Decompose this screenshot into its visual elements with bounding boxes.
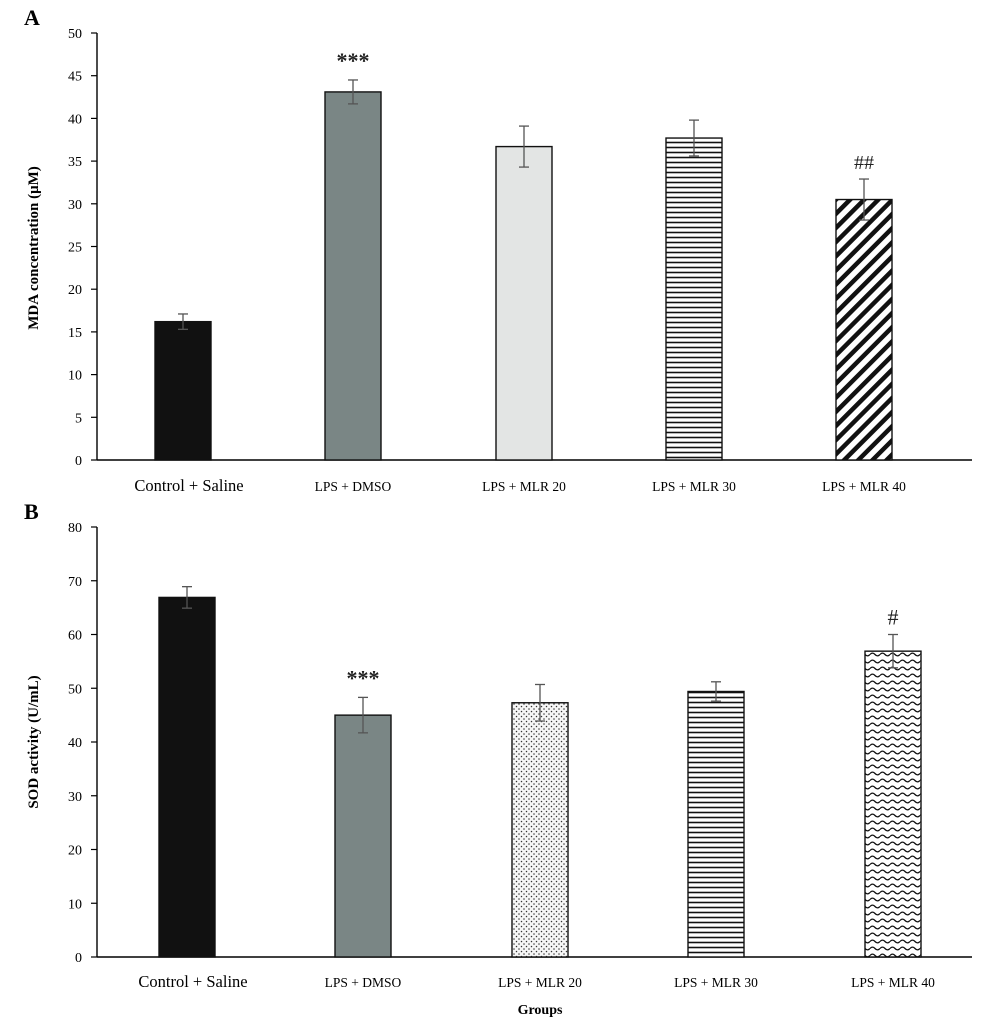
panel-a-y-tick-label: 50 xyxy=(68,27,82,42)
panel-a-y-axis-label: MDA concentration (μM) xyxy=(26,166,42,329)
panel-a-y-tick-label: 35 xyxy=(68,155,82,170)
panel-b-significance-label: *** xyxy=(347,665,380,690)
panel-a-error-bar xyxy=(178,313,188,330)
panel-a-category-label: LPS + DMSO xyxy=(315,479,392,494)
panel-a-category-label: LPS + MLR 30 xyxy=(652,479,736,494)
panel-b-bar xyxy=(687,690,745,958)
panel-b-y-tick-label: 50 xyxy=(68,682,82,697)
panel-a-y-tick-label: 45 xyxy=(68,70,82,85)
panel-a-error-bar xyxy=(519,125,529,168)
panel-b-error-bar xyxy=(182,586,192,609)
panel-b-error-bar xyxy=(535,683,545,722)
panel-a-category-label: LPS + MLR 20 xyxy=(482,479,566,494)
panel-b-plot: 0 10 20 30 40 50 60 70 80 Control + Saline *** LPS … xyxy=(68,521,972,991)
panel-a-category-label: LPS + MLR 40 xyxy=(822,479,906,494)
panel-b-y-tick-label: 60 xyxy=(68,629,82,644)
panel-b-category-label: LPS + MLR 40 xyxy=(851,975,935,990)
panel-b-category-label: LPS + MLR 20 xyxy=(498,975,582,990)
panel-a-y-tick-label: 25 xyxy=(68,241,82,256)
panel-b-significance-label: # xyxy=(888,605,899,630)
panel-a-y-tick-label: 5 xyxy=(75,411,82,426)
panel-a-y-tick-label: 30 xyxy=(68,198,82,213)
panel-b: B SOD activity (U/mL) 0 10 20 30 40 50 60 70 80 C… xyxy=(24,499,972,1018)
panel-b-bar xyxy=(158,596,216,958)
panel-a-bar xyxy=(154,320,212,461)
panel-a: A MDA concentration (μM) 0 5 10 15 20 25 30 35 4… xyxy=(24,5,972,495)
panel-a-plot: 0 5 10 15 20 25 30 35 40 45 50 Control + Saline *** L… xyxy=(68,27,972,495)
panel-b-x-axis-label: Groups xyxy=(518,1003,563,1018)
panel-a-bar xyxy=(835,198,893,461)
panel-a-error-bar xyxy=(689,119,699,157)
panel-a-y-tick-label: 20 xyxy=(68,283,82,298)
panel-a-error-bar xyxy=(859,178,869,221)
panel-b-y-tick-label: 30 xyxy=(68,790,82,805)
panel-b-y-tick-label: 10 xyxy=(68,897,82,912)
panel-a-significance-label: *** xyxy=(337,48,370,73)
panel-b-error-bar xyxy=(888,633,898,669)
panel-b-y-tick-label: 0 xyxy=(75,951,82,966)
panel-b-y-axis-label: SOD activity (U/mL) xyxy=(26,675,42,808)
panel-a-significance-label: ## xyxy=(854,152,874,174)
panel-b-letter: B xyxy=(24,499,39,524)
panel-b-category-label: LPS + DMSO xyxy=(325,975,402,990)
panel-b-y-tick-label: 20 xyxy=(68,844,82,859)
panel-b-bar xyxy=(864,650,922,958)
panel-b-category-label: LPS + MLR 30 xyxy=(674,975,758,990)
panel-b-error-bar xyxy=(711,681,721,702)
panel-a-error-bar xyxy=(348,79,358,105)
panel-b-y-tick-label: 70 xyxy=(68,575,82,590)
panel-b-y-tick-label: 40 xyxy=(68,736,82,751)
panel-a-y-tick-label: 15 xyxy=(68,326,82,341)
panel-a-y-tick-label: 40 xyxy=(68,112,82,127)
panel-a-letter: A xyxy=(24,5,40,30)
panel-a-bar xyxy=(495,145,553,461)
panel-b-error-bar xyxy=(358,696,368,734)
panel-a-bar xyxy=(665,137,723,461)
panel-b-bar xyxy=(334,714,392,958)
panel-b-y-tick-label: 80 xyxy=(68,521,82,536)
panel-a-category-label: Control + Saline xyxy=(134,476,243,495)
panel-a-y-tick-label: 10 xyxy=(68,369,82,384)
panel-a-y-tick-label: 0 xyxy=(75,454,82,469)
panel-b-bar xyxy=(511,702,569,958)
panel-a-bar xyxy=(324,91,382,461)
panel-b-category-label: Control + Saline xyxy=(138,972,247,991)
